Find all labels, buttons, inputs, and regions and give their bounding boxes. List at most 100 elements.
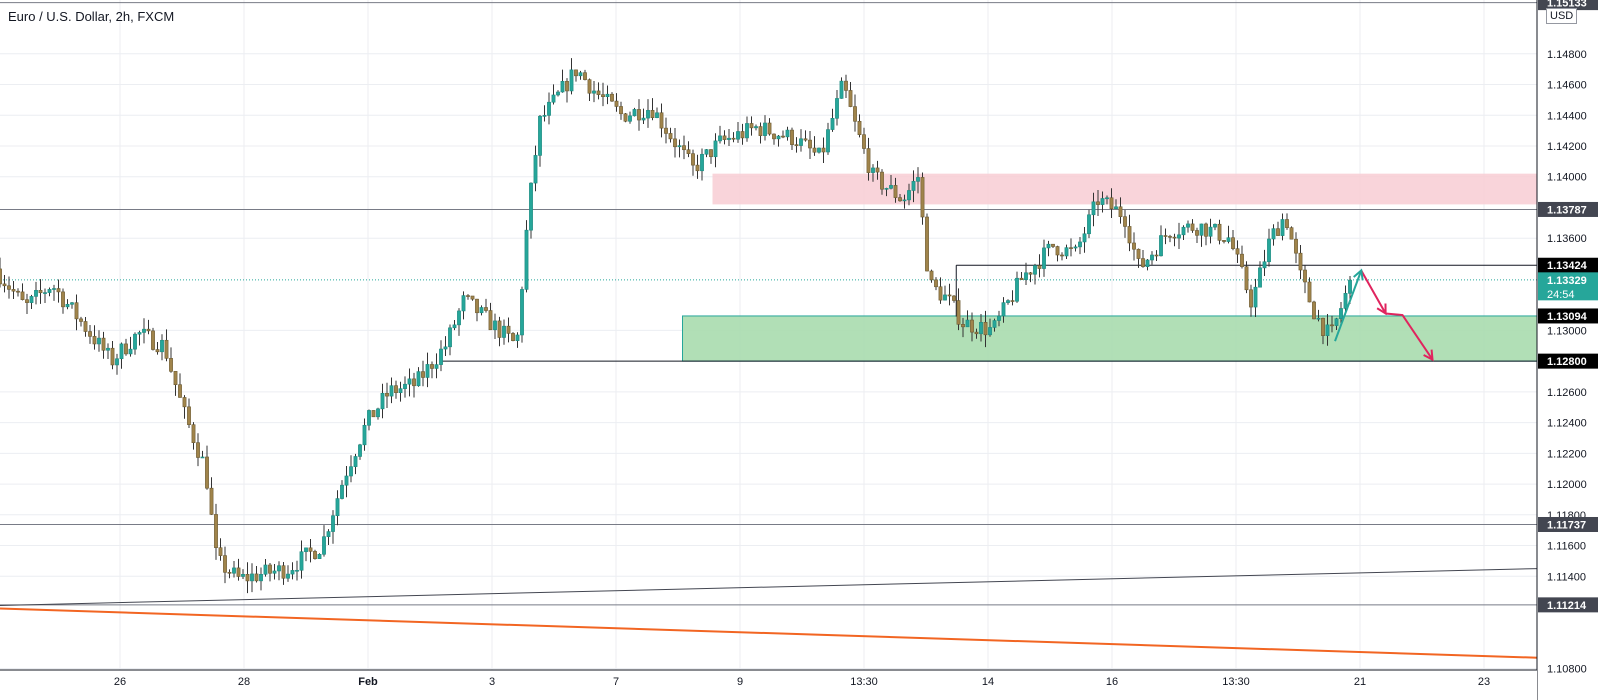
candle — [457, 308, 461, 336]
candle — [259, 567, 263, 591]
candle — [938, 277, 943, 304]
candle — [164, 329, 169, 362]
candle — [1118, 197, 1123, 224]
candle — [637, 99, 641, 131]
candle — [794, 137, 799, 153]
candle — [1006, 299, 1010, 305]
candle — [736, 121, 740, 143]
candle — [1325, 313, 1330, 346]
time-axis: 26 28 Feb 3 7 9 13:30 14 16 13:30 21 23 — [0, 669, 1537, 700]
candle — [632, 107, 637, 117]
candle — [1163, 228, 1168, 245]
candle — [272, 564, 277, 580]
candle — [52, 284, 56, 301]
candle — [812, 136, 817, 156]
x-tick-label: 9 — [737, 676, 743, 688]
candle — [889, 175, 893, 190]
candle — [475, 298, 479, 322]
x-tick-label: 26 — [114, 676, 126, 688]
candle — [1258, 261, 1262, 288]
candle — [884, 187, 889, 197]
candle — [146, 319, 151, 335]
candle — [344, 466, 349, 498]
candle — [20, 283, 25, 301]
candle — [898, 194, 902, 202]
candle — [412, 372, 416, 398]
candle — [1123, 209, 1127, 238]
candle — [700, 148, 704, 181]
candle — [1001, 297, 1006, 323]
price-label-box — [1538, 272, 1598, 301]
candle — [1087, 209, 1091, 239]
candle — [1042, 239, 1046, 277]
candle — [1253, 278, 1258, 318]
candle — [988, 318, 992, 337]
candle — [466, 294, 470, 300]
candle — [106, 343, 110, 359]
y-tick-label: 1.12400 — [1547, 418, 1587, 430]
candle — [277, 561, 281, 581]
candle — [628, 111, 632, 124]
candle — [268, 562, 272, 582]
price-label: 1.13787 — [1547, 204, 1587, 216]
orange-trendline — [0, 607, 1538, 659]
price-label: 1.13329 — [1547, 275, 1587, 287]
candle — [349, 455, 353, 483]
candle — [551, 84, 556, 105]
candle — [434, 353, 439, 379]
candle — [704, 149, 709, 158]
candle — [169, 347, 173, 373]
candle — [304, 547, 308, 562]
candle — [1321, 317, 1325, 345]
candle — [1240, 245, 1244, 269]
candle — [340, 480, 344, 500]
candle — [214, 503, 218, 560]
candle — [668, 127, 673, 143]
candle — [1208, 218, 1213, 244]
candle — [799, 129, 803, 152]
x-tick-label: 13:30 — [1222, 676, 1250, 688]
currency-badge[interactable]: USD — [1546, 8, 1578, 24]
candle — [29, 294, 34, 309]
candle — [119, 342, 124, 369]
candle — [1127, 214, 1132, 252]
candle — [25, 293, 29, 314]
candle — [1262, 249, 1267, 277]
candle — [659, 103, 664, 138]
candle — [83, 317, 88, 337]
candle — [1280, 213, 1285, 241]
candle — [1136, 248, 1141, 268]
candle — [731, 132, 736, 143]
price-label: 1.12800 — [1547, 356, 1587, 368]
candle — [1037, 254, 1042, 278]
candle — [385, 382, 389, 408]
candle — [893, 177, 898, 203]
arrowhead-icon — [1423, 349, 1434, 362]
x-tick-label: 23 — [1478, 676, 1490, 688]
candle — [664, 117, 668, 144]
candle — [403, 376, 407, 398]
candle — [1186, 220, 1190, 233]
candle — [151, 327, 155, 351]
candle — [137, 330, 142, 346]
candle — [205, 445, 209, 490]
candle — [1078, 236, 1082, 255]
y-tick-label: 1.10800 — [1547, 663, 1587, 675]
candle — [128, 336, 133, 357]
candle — [623, 112, 628, 123]
candle — [187, 398, 191, 428]
candle — [182, 395, 187, 419]
candle — [407, 368, 412, 397]
candle — [470, 295, 475, 301]
x-tick-label: 7 — [613, 676, 619, 688]
price-label-box — [1538, 597, 1598, 613]
candle — [587, 78, 592, 101]
candle — [196, 433, 200, 467]
candle — [727, 128, 731, 146]
y-tick-label: 1.12000 — [1547, 479, 1587, 491]
candle — [448, 324, 452, 356]
candle — [79, 316, 83, 327]
candle — [331, 510, 335, 544]
candle — [826, 122, 830, 155]
